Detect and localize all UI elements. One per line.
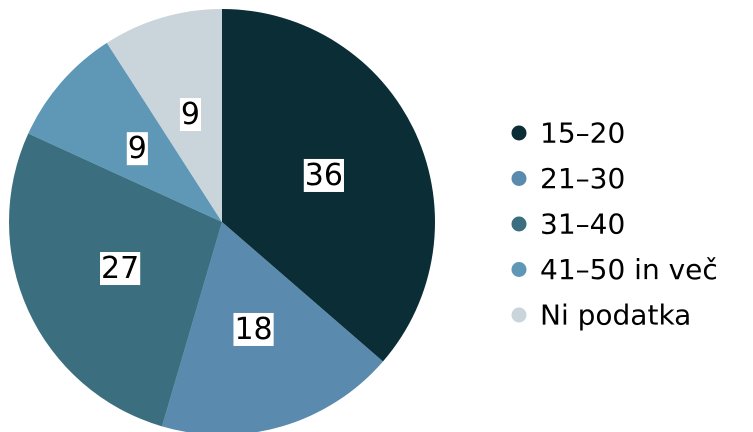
label-box <box>126 132 148 166</box>
data-label: 36 <box>305 158 343 193</box>
legend-label: 21–30 <box>540 162 625 195</box>
label-box <box>179 98 201 132</box>
legend-label: 15–20 <box>540 117 625 150</box>
label-box <box>303 158 344 192</box>
data-label: 9 <box>181 97 200 132</box>
data-label: 9 <box>128 131 147 166</box>
data-label: 27 <box>101 251 139 286</box>
legend-label: 31–40 <box>540 208 625 241</box>
pie-slice <box>28 42 223 223</box>
legend-swatch <box>511 125 527 141</box>
pie-slice <box>106 8 222 222</box>
legend-swatch <box>511 262 527 277</box>
legend-label: Ni podatka <box>540 299 691 332</box>
legend-swatch <box>511 171 527 186</box>
data-label: 18 <box>234 312 272 347</box>
legend-label: 41–50 in več <box>540 253 718 286</box>
label-box <box>233 312 274 346</box>
legend-swatch <box>511 216 527 232</box>
label-box <box>100 252 141 286</box>
legend-swatch <box>511 307 527 323</box>
